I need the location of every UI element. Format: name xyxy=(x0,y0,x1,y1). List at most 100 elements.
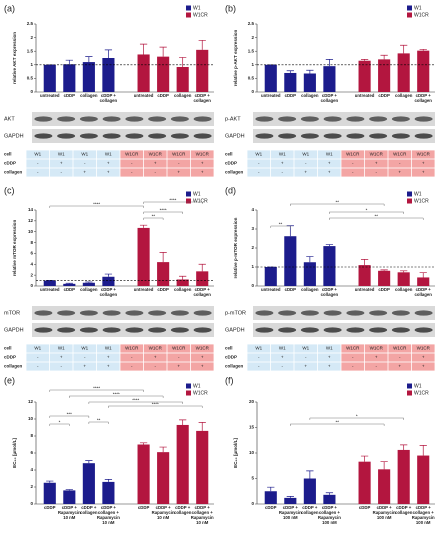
blot-band xyxy=(369,133,388,139)
table-cell xyxy=(49,353,73,362)
x-tick-label: cDDP + collagen xyxy=(414,93,432,103)
table-cell-text: W1CR xyxy=(393,346,407,351)
bar xyxy=(102,276,115,286)
blot-label: GAPDH xyxy=(4,133,24,139)
table-cell xyxy=(388,362,412,371)
bar xyxy=(43,280,56,286)
table-cell-text: W1CR xyxy=(172,152,186,157)
table-row-label: collagen xyxy=(4,170,23,175)
table-cell-text: + xyxy=(201,161,204,166)
table-row-label: cell xyxy=(225,346,233,351)
table-cell-text: + xyxy=(177,170,180,175)
y-tick-label: 10 xyxy=(28,229,34,234)
error-bar xyxy=(65,282,73,284)
panel-label: (a) xyxy=(4,3,15,13)
y-tick-label: 2 xyxy=(30,272,33,277)
table-cell xyxy=(341,353,365,362)
x-tick-label: cDDP xyxy=(157,287,169,292)
table-cell xyxy=(120,362,144,371)
table-cell xyxy=(270,353,294,362)
blot-band xyxy=(300,310,319,316)
significance-label: * xyxy=(356,414,358,419)
x-tick-label: collagen xyxy=(301,287,319,292)
blot-band xyxy=(57,327,76,333)
table-cell-text: - xyxy=(61,364,63,369)
blot-band xyxy=(193,116,212,122)
table-cell xyxy=(270,168,294,177)
error-bar xyxy=(400,44,408,54)
x-tick-label: cDDP xyxy=(284,93,297,98)
table-cell-text: + xyxy=(83,364,86,369)
bar xyxy=(63,283,76,286)
table-cell xyxy=(317,353,341,362)
bar xyxy=(196,49,209,92)
x-tick-label: cDDP + collagen xyxy=(173,505,192,515)
table-cell-text: + xyxy=(107,161,110,166)
blot-band xyxy=(278,133,297,139)
table-cell xyxy=(143,168,167,177)
table-cell-text: W1 xyxy=(302,152,309,157)
table-cell-text: W1CR xyxy=(417,152,431,157)
legend-swatch xyxy=(186,12,191,18)
significance-label: * xyxy=(59,420,61,425)
table-cell-text: + xyxy=(60,161,63,166)
y-tick-label: 0.5 xyxy=(248,76,255,81)
table-cell-text: - xyxy=(376,364,378,369)
table-cell xyxy=(120,168,144,177)
table-cell xyxy=(270,150,294,159)
table-cell-text: - xyxy=(131,364,133,369)
table-cell xyxy=(247,168,271,177)
table-cell-text: W1 xyxy=(58,346,65,351)
table-cell xyxy=(411,150,435,159)
x-tick-label: cDDP + collagen + Rapamycin 100 nM xyxy=(317,505,341,525)
legend-label: W1CR xyxy=(414,12,429,18)
table-cell xyxy=(143,353,167,362)
x-tick-label: collagen xyxy=(301,93,319,98)
table-cell xyxy=(364,362,388,371)
table-cell-text: W1 xyxy=(255,346,262,351)
table-cell-text: W1CR xyxy=(196,152,210,157)
blot-label: GAPDH xyxy=(4,327,24,333)
y-tick-label: 2 xyxy=(251,245,254,250)
table-cell-text: - xyxy=(131,170,133,175)
table-cell xyxy=(341,362,365,371)
y-tick-label: 0 xyxy=(30,89,33,94)
table-cell xyxy=(167,353,191,362)
panel-label: (b) xyxy=(225,3,236,13)
table-cell xyxy=(73,159,97,168)
table-cell xyxy=(167,362,191,371)
error-bar xyxy=(419,445,427,456)
significance-bracket xyxy=(290,423,385,426)
table-cell xyxy=(294,344,318,353)
bar xyxy=(303,73,316,92)
panel-label: (f) xyxy=(225,375,234,385)
table-cell-text: W1 xyxy=(302,346,309,351)
table-cell xyxy=(143,344,167,353)
table-cell xyxy=(26,344,50,353)
blot-band xyxy=(346,310,365,316)
blot-band xyxy=(300,116,319,122)
blot-band xyxy=(170,327,189,333)
y-tick-label: 6 xyxy=(30,251,33,256)
significance-bracket xyxy=(309,417,404,420)
y-tick-label: 0 xyxy=(30,501,33,506)
y-axis-label: EC₅₀ [µmol/L] xyxy=(233,438,238,468)
panel-label: (d) xyxy=(225,185,236,195)
blot-band xyxy=(414,133,433,139)
blot-band xyxy=(300,133,319,139)
y-tick-label: 1.5 xyxy=(27,48,34,53)
blot-strip xyxy=(32,323,214,337)
table-cell-text: - xyxy=(352,364,354,369)
y-tick-label: 2.5 xyxy=(27,21,34,26)
table-cell-text: - xyxy=(352,170,354,175)
blot-band xyxy=(323,310,342,316)
error-bar xyxy=(65,489,73,491)
x-tick-label: cDDP xyxy=(44,505,56,510)
table-cell-text: + xyxy=(201,170,204,175)
error-bar xyxy=(325,244,334,247)
legend-swatch xyxy=(186,191,191,197)
y-tick-label: 10 xyxy=(249,450,255,455)
x-tick-label: collagen xyxy=(173,93,192,98)
table-cell-text: + xyxy=(422,355,425,360)
table-cell xyxy=(364,353,388,362)
